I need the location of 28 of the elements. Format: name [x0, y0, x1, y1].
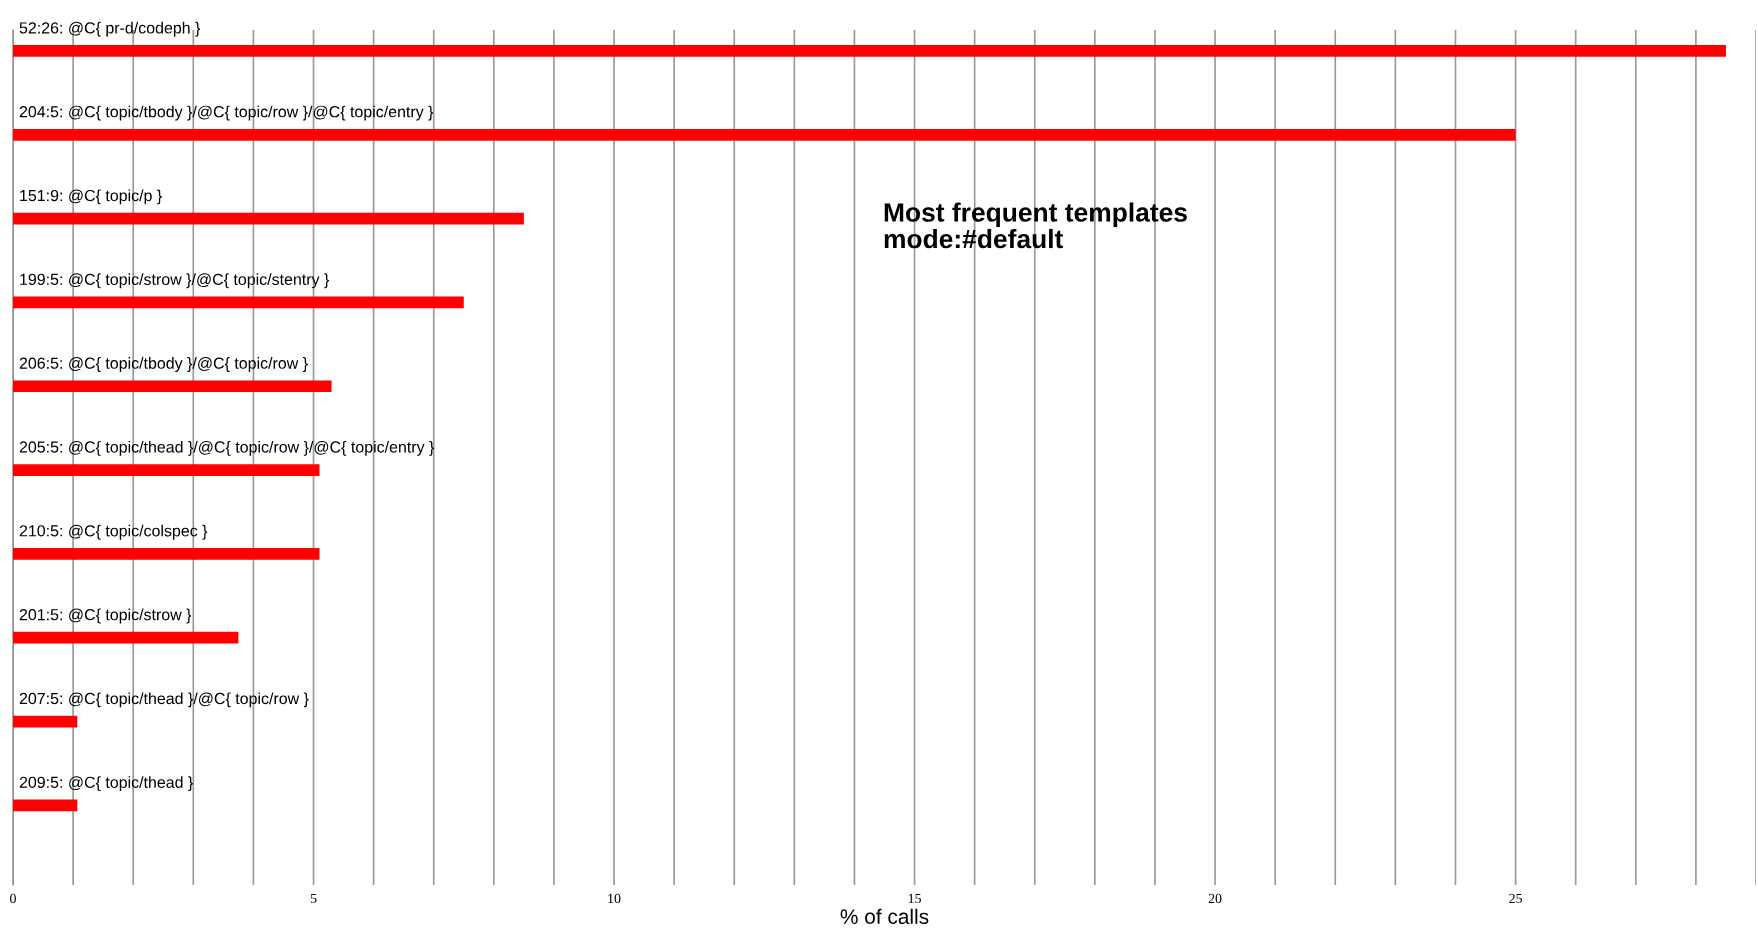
y-tick-label: 209:5: @C{ topic/thead } — [19, 776, 193, 792]
y-tick-label: 199:5: @C{ topic/strow }/@C{ topic/stentry } — [20, 273, 330, 289]
x-tick-label: 5 — [310, 893, 317, 904]
x-tick-label: 10 — [608, 893, 621, 904]
x-axis-title: % of calls — [840, 908, 929, 925]
bar — [13, 296, 464, 309]
bar — [13, 548, 320, 560]
bar — [13, 799, 78, 812]
y-tick-label: 205:5: @C{ topic/thead }/@C{ topic/row }/@C{ topic/entry } — [19, 440, 435, 456]
bar — [13, 464, 320, 476]
y-tick-label: 210:5: @C{ topic/colspec } — [19, 524, 208, 540]
bar — [13, 212, 524, 225]
y-tick-label: 52:26: @C{ pr-d/codeph } — [19, 21, 201, 37]
y-tick-label: 151:9: @C{ topic/p } — [20, 189, 162, 205]
x-tick-label: 25 — [1509, 893, 1522, 904]
y-tick-label: 204:5: @C{ topic/tbody }/@C{ topic/row }/@C{ topic/entry } — [19, 105, 434, 121]
bar — [13, 45, 1726, 57]
bar — [13, 715, 78, 728]
bar — [13, 128, 1516, 141]
bar — [13, 631, 239, 644]
bar — [13, 380, 332, 393]
text: Most frequent templates mode:#default — [884, 202, 1187, 249]
x-tick-label: 20 — [1208, 893, 1222, 904]
x-tick-label: 15 — [908, 893, 921, 904]
y-tick-label: 206:5: @C{ topic/tbody }/@C{ topic/row } — [19, 357, 308, 372]
x-tick-label: 0 — [10, 893, 16, 904]
y-tick-label: 207:5: @C{ topic/thead }/@C{ topic/row } — [19, 692, 309, 708]
y-tick-label: 201:5: @C{ topic/strow } — [19, 608, 192, 624]
